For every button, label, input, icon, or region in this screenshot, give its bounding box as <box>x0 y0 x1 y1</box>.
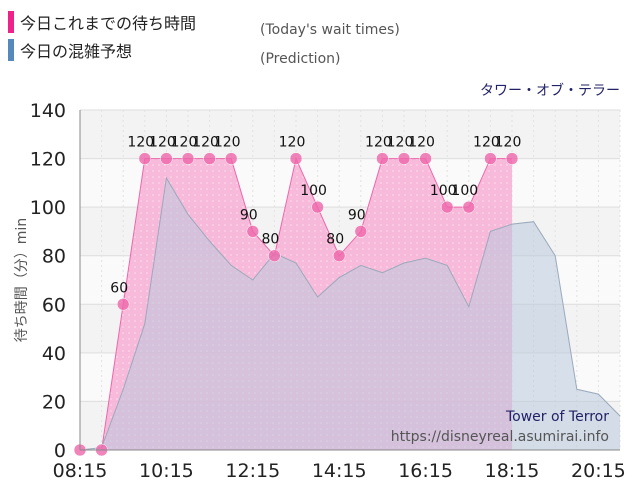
y-tick-label: 20 <box>42 391 66 413</box>
data-label: 120 <box>495 135 522 151</box>
data-label: 120 <box>127 135 154 151</box>
prediction-line <box>79 176 621 451</box>
x-tick-label: 20:15 <box>571 460 626 482</box>
y-axis-label: 待ち時間（分）min <box>14 218 30 342</box>
data-label: 100 <box>451 183 478 199</box>
data-label: 120 <box>408 135 435 151</box>
data-label: 90 <box>240 207 258 223</box>
actual-marker <box>224 152 238 165</box>
attraction-name: タワー・オブ・テラー <box>480 83 620 99</box>
data-label: 100 <box>430 183 457 199</box>
actual-marker <box>419 152 432 165</box>
legend-actual-label: 今日これまでの待ち時間 <box>20 14 197 33</box>
y-tick-label: 80 <box>42 246 66 268</box>
legend-prediction-en: (Prediction) <box>260 51 341 67</box>
x-tick-label: 14:15 <box>312 460 367 482</box>
actual-marker <box>440 200 454 214</box>
prediction-area <box>80 178 620 450</box>
data-label: 100 <box>300 183 327 199</box>
legend-prediction-label: 今日の混雑予想 <box>20 42 133 61</box>
data-label: 120 <box>192 135 219 151</box>
y-tick-label: 0 <box>54 440 66 462</box>
data-label: 120 <box>149 135 176 151</box>
legend-prediction-swatch <box>8 39 14 61</box>
data-label: 80 <box>326 232 344 248</box>
actual-marker <box>354 225 368 238</box>
y-tick-label: 60 <box>42 294 66 316</box>
actual-marker <box>505 152 519 165</box>
legend-actual-en: (Today's wait times) <box>260 22 400 38</box>
actual-marker <box>138 152 152 165</box>
data-label: 120 <box>473 135 500 151</box>
x-tick-label: 12:15 <box>225 460 280 482</box>
legend-actual-swatch <box>8 11 14 33</box>
legend-prediction[interactable]: 今日の混雑予想 <box>8 38 132 62</box>
actual-marker <box>160 152 173 165</box>
actual-marker <box>246 225 260 238</box>
y-tick-label: 120 <box>30 149 66 171</box>
actual-marker <box>116 298 130 311</box>
x-tick-label: 16:15 <box>398 460 453 482</box>
x-tick-label: 18:15 <box>485 460 540 482</box>
y-tick-label: 40 <box>42 343 66 365</box>
actual-marker <box>289 152 303 165</box>
x-tick-label: 08:15 <box>53 460 108 482</box>
actual-marker <box>484 152 497 165</box>
actual-marker <box>462 200 476 214</box>
data-label: 120 <box>365 135 392 151</box>
y-tick-label: 100 <box>30 197 66 219</box>
data-label: 90 <box>348 207 366 223</box>
x-tick-label: 10:15 <box>139 460 194 482</box>
grid-band <box>80 110 620 159</box>
actual-marker <box>376 152 389 165</box>
y-tick-label: 140 <box>30 100 66 122</box>
credit-name: Tower of Terror <box>505 409 609 425</box>
data-label: 60 <box>110 280 128 296</box>
data-label: 120 <box>279 135 306 151</box>
actual-marker <box>181 152 195 165</box>
actual-marker <box>397 152 411 165</box>
actual-marker <box>268 249 281 262</box>
actual-marker <box>203 152 216 165</box>
data-label: 80 <box>261 232 279 248</box>
actual-marker <box>311 200 324 214</box>
legend-actual[interactable]: 今日これまでの待ち時間 <box>8 10 196 34</box>
actual-marker <box>332 249 346 262</box>
data-label: 120 <box>171 135 198 151</box>
credit-url[interactable]: https://disneyreal.asumirai.info <box>391 429 609 445</box>
data-label: 120 <box>214 135 241 151</box>
data-label: 120 <box>387 135 414 151</box>
